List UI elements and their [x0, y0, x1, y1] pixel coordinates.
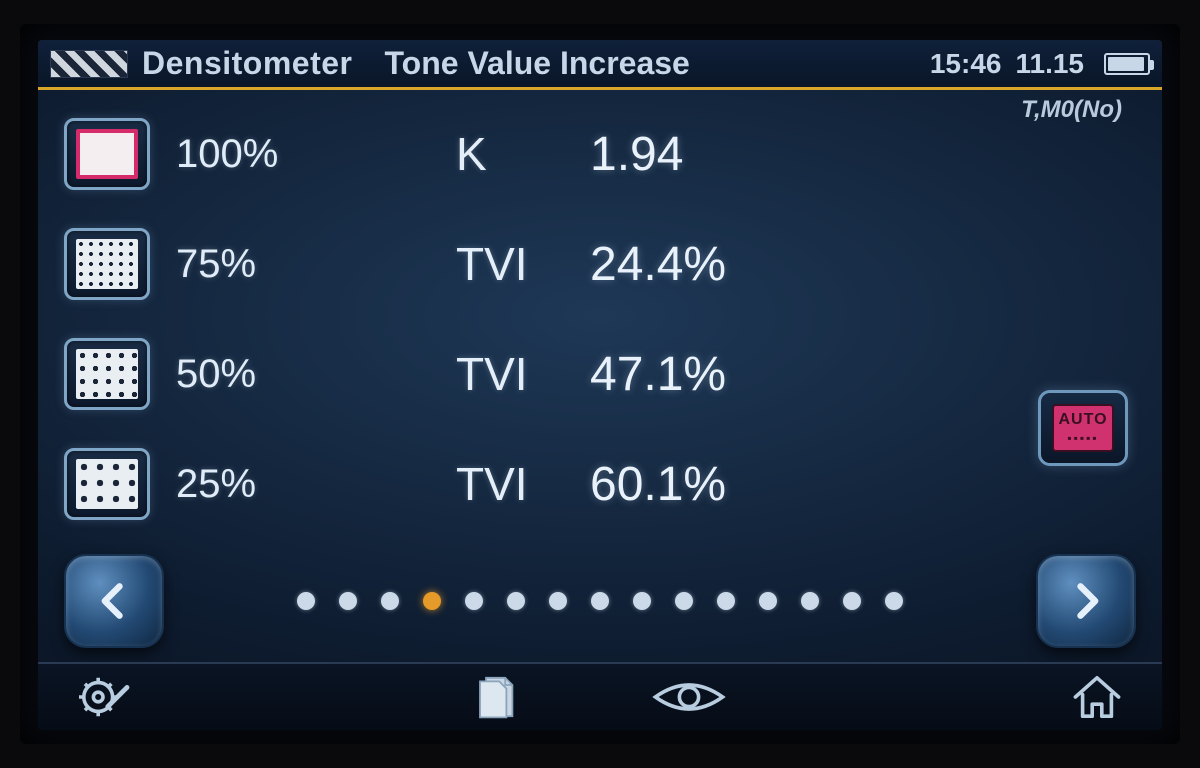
measurement-label: TVI — [456, 457, 556, 511]
pager-dots — [182, 592, 1018, 610]
home-icon — [1068, 673, 1126, 721]
tint-patch-icon — [64, 338, 150, 410]
measurement-value: 1.94 — [590, 127, 683, 182]
settings-button[interactable] — [74, 673, 132, 721]
checker-icon — [50, 50, 128, 78]
tint-patch-icon — [64, 118, 150, 190]
tint-patch-icon — [64, 228, 150, 300]
measurement-value: 47.1% — [590, 347, 726, 402]
prev-button[interactable] — [64, 554, 164, 648]
battery-icon — [1104, 53, 1150, 75]
pager-dot[interactable] — [759, 592, 777, 610]
pager-dot[interactable] — [633, 592, 651, 610]
pager-dot[interactable] — [297, 592, 315, 610]
tint-percent-label: 75% — [176, 242, 336, 287]
document-button[interactable] — [469, 673, 527, 721]
next-button[interactable] — [1036, 554, 1136, 648]
document-icon — [469, 673, 527, 721]
measurement-row[interactable]: 75% TVI 24.4% — [64, 222, 1136, 306]
bottom-toolbar — [38, 662, 1162, 730]
measurement-value-group: TVI 47.1% — [456, 347, 726, 402]
measurement-value-group: K 1.94 — [456, 127, 683, 182]
pager-dot[interactable] — [381, 592, 399, 610]
pager-dot[interactable] — [885, 592, 903, 610]
tint-percent-label: 50% — [176, 352, 336, 397]
pager-dot[interactable] — [843, 592, 861, 610]
pager-dot[interactable] — [339, 592, 357, 610]
measurement-label: K — [456, 127, 556, 181]
eye-icon — [647, 673, 731, 721]
measurement-value: 24.4% — [590, 237, 726, 292]
measurement-value-group: TVI 24.4% — [456, 237, 726, 292]
header-bar: Densitometer Tone Value Increase 15:46 1… — [38, 40, 1162, 90]
measurement-label: TVI — [456, 237, 556, 291]
pager-dot[interactable] — [423, 592, 441, 610]
clock-date: 11.15 — [1015, 48, 1084, 80]
tint-percent-label: 25% — [176, 462, 336, 507]
auto-icon: AUTO ▪▪▪▪▪ — [1052, 404, 1114, 452]
pager-row — [38, 554, 1162, 662]
chevron-right-icon — [1064, 579, 1108, 623]
pager-dot[interactable] — [717, 592, 735, 610]
clock-time: 15:46 — [930, 48, 1002, 80]
measurement-value: 60.1% — [590, 457, 726, 512]
main-panel: T,M0(No) 100% K 1.94 75% TVI 24.4% 50% TVI 47.1%… — [38, 90, 1162, 554]
chevron-left-icon — [92, 579, 136, 623]
auto-mode-button[interactable]: AUTO ▪▪▪▪▪ — [1038, 390, 1128, 466]
measurement-row[interactable]: 50% TVI 47.1% — [64, 332, 1136, 416]
pager-dot[interactable] — [465, 592, 483, 610]
measurement-label: TVI — [456, 347, 556, 401]
pager-dot[interactable] — [675, 592, 693, 610]
measurement-value-group: TVI 60.1% — [456, 457, 726, 512]
pager-dot[interactable] — [507, 592, 525, 610]
tint-patch-icon — [64, 448, 150, 520]
pager-dot[interactable] — [591, 592, 609, 610]
measurement-row[interactable]: 25% TVI 60.1% — [64, 442, 1136, 526]
filter-mode-tag: T,M0(No) — [1021, 96, 1122, 124]
tint-percent-label: 100% — [176, 132, 336, 177]
view-button[interactable] — [647, 673, 731, 721]
auto-label: AUTO — [1058, 411, 1107, 429]
pager-dot[interactable] — [549, 592, 567, 610]
home-button[interactable] — [1068, 673, 1126, 721]
measurement-row[interactable]: 100% K 1.94 — [64, 112, 1136, 196]
pager-dot[interactable] — [801, 592, 819, 610]
gear-wrench-icon — [74, 673, 132, 721]
app-title: Densitometer — [142, 45, 353, 82]
mode-title: Tone Value Increase — [385, 45, 690, 82]
